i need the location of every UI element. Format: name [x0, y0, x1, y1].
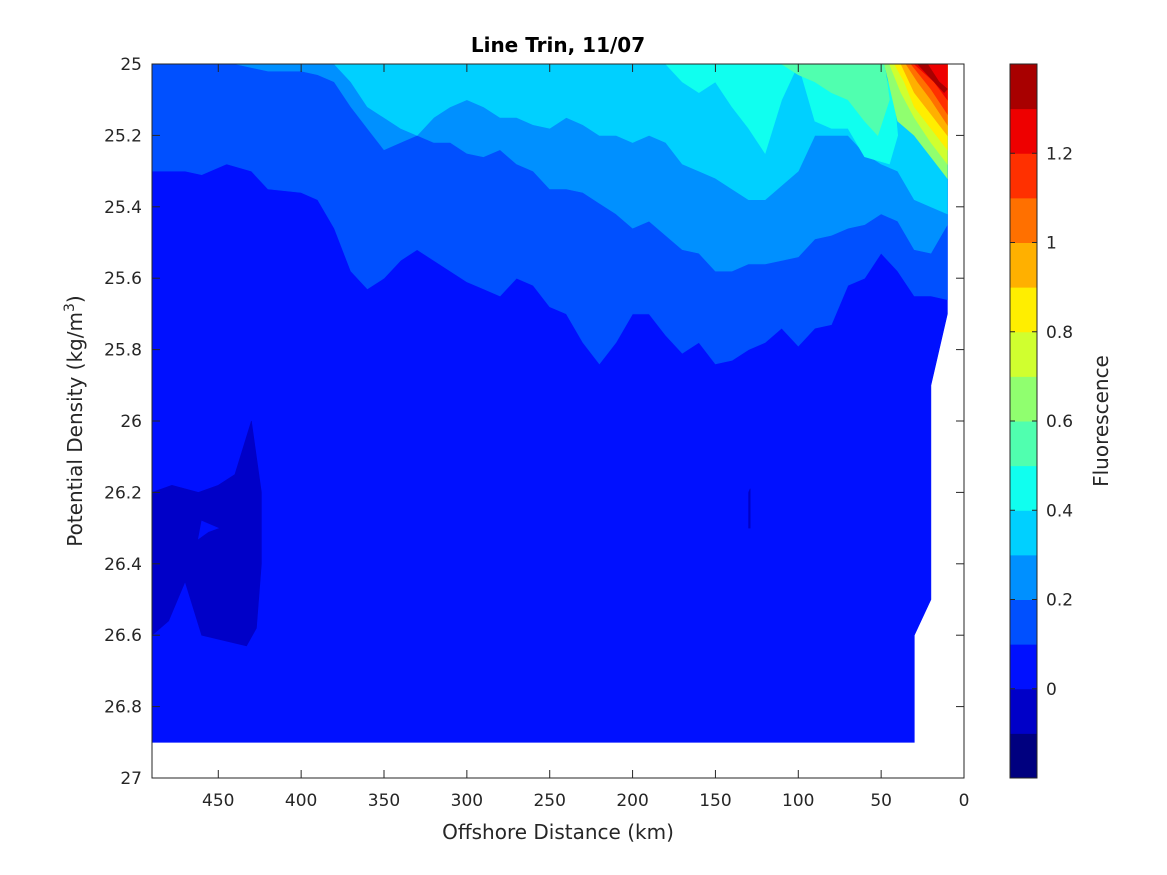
x-tick-label: 50: [870, 791, 892, 811]
x-tick-label: 400: [285, 791, 317, 811]
colorbar-swatch: [1010, 733, 1037, 779]
contour-regions: [151, 63, 948, 743]
contour-level-0: [197, 520, 220, 540]
y-tick-label: 25.4: [104, 198, 142, 218]
colorbar-swatch: [1010, 197, 1037, 243]
colorbar: 0 0.2 0.4 0.6 0.8 1 1.2: [1009, 63, 1073, 779]
y-tick-label: 26.6: [104, 626, 142, 646]
colorbar-swatch: [1010, 554, 1037, 600]
colorbar-swatch: [1010, 108, 1037, 154]
chart-title: Line Trin, 11/07: [471, 33, 645, 57]
colorbar-swatch: [1010, 599, 1037, 645]
x-tick-label: 0: [959, 791, 970, 811]
colorbar-swatch: [1010, 64, 1037, 110]
contour-level-neg0_1: [748, 488, 751, 529]
x-tick-label: 300: [451, 791, 483, 811]
x-tick-label: 450: [202, 791, 234, 811]
y-axis-label-close: ): [63, 295, 87, 303]
y-tick-label: 27: [120, 769, 142, 789]
x-axis: 450 400 350 300 250 200 150 100 50 0: [202, 64, 969, 811]
colorbar-swatch: [1010, 421, 1037, 467]
colorbar-swatch: [1010, 644, 1037, 690]
colorbar-swatch: [1010, 153, 1037, 199]
x-tick-label: 350: [368, 791, 400, 811]
colorbar-swatch: [1010, 331, 1037, 377]
y-tick-label: 25.6: [104, 269, 142, 289]
y-axis-label-main: Potential Density (kg/m: [63, 312, 87, 547]
y-tick-label: 25.2: [104, 126, 142, 146]
y-tick-label: 26.8: [104, 698, 142, 718]
x-tick-label: 200: [616, 791, 648, 811]
colorbar-tick-label: 0.2: [1046, 591, 1073, 611]
y-tick-label: 26.4: [104, 555, 142, 575]
colorbar-tick-label: 0.4: [1046, 501, 1073, 521]
y-tick-label: 25: [120, 55, 142, 75]
colorbar-tick-label: 0: [1046, 680, 1057, 700]
colorbar-swatch: [1010, 688, 1037, 734]
contour-level-0_5: [780, 63, 890, 136]
y-axis: 25 25.2 25.4 25.6 25.8 26 26.2 26.4 26.6 26.8 27: [104, 55, 964, 789]
colorbar-swatch: [1010, 376, 1037, 422]
x-tick-label: 250: [533, 791, 565, 811]
colorbar-swatch: [1010, 242, 1037, 288]
y-axis-label-superscript: 3: [62, 303, 78, 312]
colorbar-tick-label: 0.8: [1046, 323, 1073, 343]
y-tick-label: 26.2: [104, 483, 142, 503]
y-tick-label: 25.8: [104, 341, 142, 361]
colorbar-label: Fluorescence: [1089, 355, 1113, 487]
contour-level-neg0_1: [151, 420, 262, 647]
colorbar-swatch: [1010, 287, 1037, 333]
colorbar-tick-label: 0.6: [1046, 412, 1073, 432]
y-axis-label: Potential Density (kg/m3): [62, 295, 87, 546]
colorbar-swatch: [1010, 510, 1037, 556]
x-tick-label: 100: [782, 791, 814, 811]
colorbar-swatch: [1010, 465, 1037, 511]
x-axis-label: Offshore Distance (km): [442, 820, 674, 844]
colorbar-tick-label: 1: [1046, 234, 1057, 254]
x-tick-label: 150: [699, 791, 731, 811]
colorbar-tick-label: 1.2: [1046, 144, 1073, 164]
y-tick-label: 26: [120, 412, 142, 432]
